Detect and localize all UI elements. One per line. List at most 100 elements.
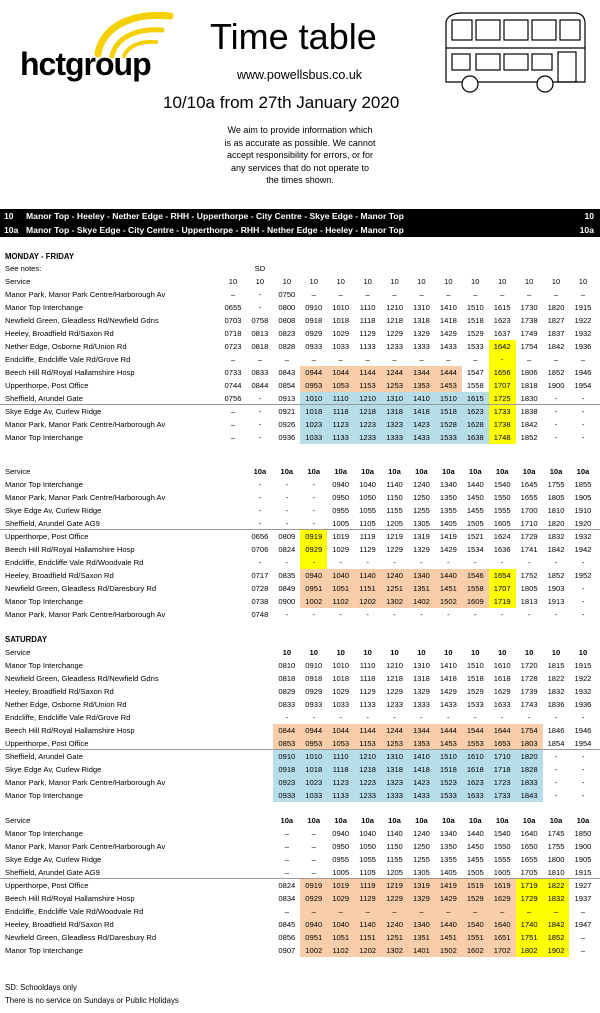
time-cell: 1618 <box>493 674 511 683</box>
time-cell: 1133 <box>332 791 349 800</box>
footer-note: There is no service on Sundays or Public… <box>5 996 179 1005</box>
time-cell: 0809 <box>278 532 296 541</box>
time-cell: 1218 <box>386 316 403 325</box>
time-cell: 0933 <box>305 342 323 351</box>
time-cell: 1329 <box>412 545 430 554</box>
time-cell: 1302 <box>386 597 403 606</box>
time-cell: 0900 <box>278 597 296 606</box>
time-cell: 1123 <box>332 778 349 787</box>
service-number: 10 <box>444 648 453 657</box>
stop-name: Manor Top Interchange <box>5 433 83 442</box>
cell-highlight <box>515 879 570 892</box>
service-number: 10a <box>549 816 563 825</box>
time-cell: 1019 <box>332 881 350 890</box>
time-cell: 1318 <box>412 316 430 325</box>
time-cell: 1728 <box>520 674 538 683</box>
time-cell: 0929 <box>305 329 323 338</box>
time-cell: – <box>526 355 532 364</box>
time-cell: 1932 <box>574 532 592 541</box>
time-cell: 1453 <box>439 739 457 748</box>
time-cell: 0718 <box>224 329 242 338</box>
time-cell: 1529 <box>466 329 484 338</box>
time-cell: 1855 <box>574 480 592 489</box>
time-cell: 1754 <box>520 726 538 735</box>
time-cell: - <box>258 558 262 567</box>
time-cell: 1738 <box>520 316 538 325</box>
time-cell: 0918 <box>305 674 323 683</box>
time-cell: 1553 <box>466 739 484 748</box>
time-cell: - <box>312 610 316 619</box>
time-cell: 1836 <box>547 700 565 709</box>
time-cell: 0944 <box>305 368 323 377</box>
time-cell: 1150 <box>386 842 403 851</box>
time-cell: 1806 <box>520 368 538 377</box>
time-cell: 0856 <box>278 933 296 942</box>
time-cell: 1842 <box>547 545 565 554</box>
time-cell: 1333 <box>412 700 430 709</box>
stop-name: Service <box>5 816 31 825</box>
cell-highlight <box>488 595 516 608</box>
time-cell: – <box>526 907 532 916</box>
time-cell: 1707 <box>493 584 511 593</box>
time-cell: 1902 <box>547 946 565 955</box>
time-cell: 1529 <box>466 687 484 696</box>
time-cell: – <box>500 907 505 916</box>
stop-name: See notes: <box>5 264 42 273</box>
time-cell: 1932 <box>574 687 592 696</box>
time-cell: 1820 <box>520 752 538 761</box>
service-number: 10 <box>282 648 292 657</box>
time-cell: 1218 <box>359 407 377 416</box>
time-cell: 0910 <box>278 752 296 761</box>
time-cell: 1655 <box>520 855 538 864</box>
service-number: 10a <box>442 467 455 476</box>
time-cell: 1510 <box>466 661 484 670</box>
time-cell: 1319 <box>412 532 430 541</box>
time-cell: 1820 <box>547 519 565 528</box>
time-cell: 1244 <box>386 368 403 377</box>
time-cell: - <box>285 480 289 489</box>
time-cell: - <box>312 493 316 502</box>
time-cell: 1218 <box>386 674 403 683</box>
time-cell: 1033 <box>305 433 323 442</box>
time-cell: 1440 <box>466 829 484 838</box>
time-cell: 1140 <box>359 920 376 929</box>
time-cell: 1738 <box>493 420 511 429</box>
time-cell: 0703 <box>224 316 242 325</box>
time-cell: 1129 <box>359 894 376 903</box>
time-cell: 1010 <box>305 752 323 761</box>
time-cell: 0929 <box>305 687 323 696</box>
time-cell: - <box>420 558 423 567</box>
time-cell: 1640 <box>520 829 538 838</box>
time-cell: 1010 <box>305 394 323 403</box>
time-cell: 1954 <box>574 739 592 748</box>
time-cell: 1155 <box>386 506 403 515</box>
time-cell: – <box>365 907 370 916</box>
stop-name: Skye Edge Av, Curlew Ridge <box>5 407 102 416</box>
time-cell: 1102 <box>332 597 349 606</box>
cell-highlight <box>515 944 570 957</box>
time-cell: 1505 <box>466 868 484 877</box>
time-cell: 1755 <box>547 842 565 851</box>
stop-name: Upperthorpe, Post Office <box>5 532 89 541</box>
time-cell: – <box>257 355 263 364</box>
time-cell: 1752 <box>520 571 538 580</box>
time-cell: - <box>554 394 558 403</box>
time-cell: 1118 <box>359 316 376 325</box>
time-cell: - <box>581 713 585 722</box>
time-cell: 10 <box>282 277 292 286</box>
time-cell: 1942 <box>574 545 592 554</box>
time-cell: 1913 <box>547 597 565 606</box>
subtitle: 10/10a from 27th January 2020 <box>163 93 400 112</box>
cell-highlight <box>300 366 462 379</box>
time-cell: 1202 <box>359 597 377 606</box>
time-cell: 0834 <box>278 894 296 903</box>
time-cell: 1915 <box>574 661 592 670</box>
time-cell: 0810 <box>278 661 296 670</box>
time-cell: 1110 <box>359 661 376 670</box>
time-cell: 0853 <box>278 739 296 748</box>
service-number: 10 <box>524 648 534 657</box>
time-cell: 1623 <box>466 778 484 787</box>
time-cell: 0950 <box>332 842 350 851</box>
time-cell: 0950 <box>332 493 350 502</box>
time-cell: 1534 <box>466 545 484 554</box>
